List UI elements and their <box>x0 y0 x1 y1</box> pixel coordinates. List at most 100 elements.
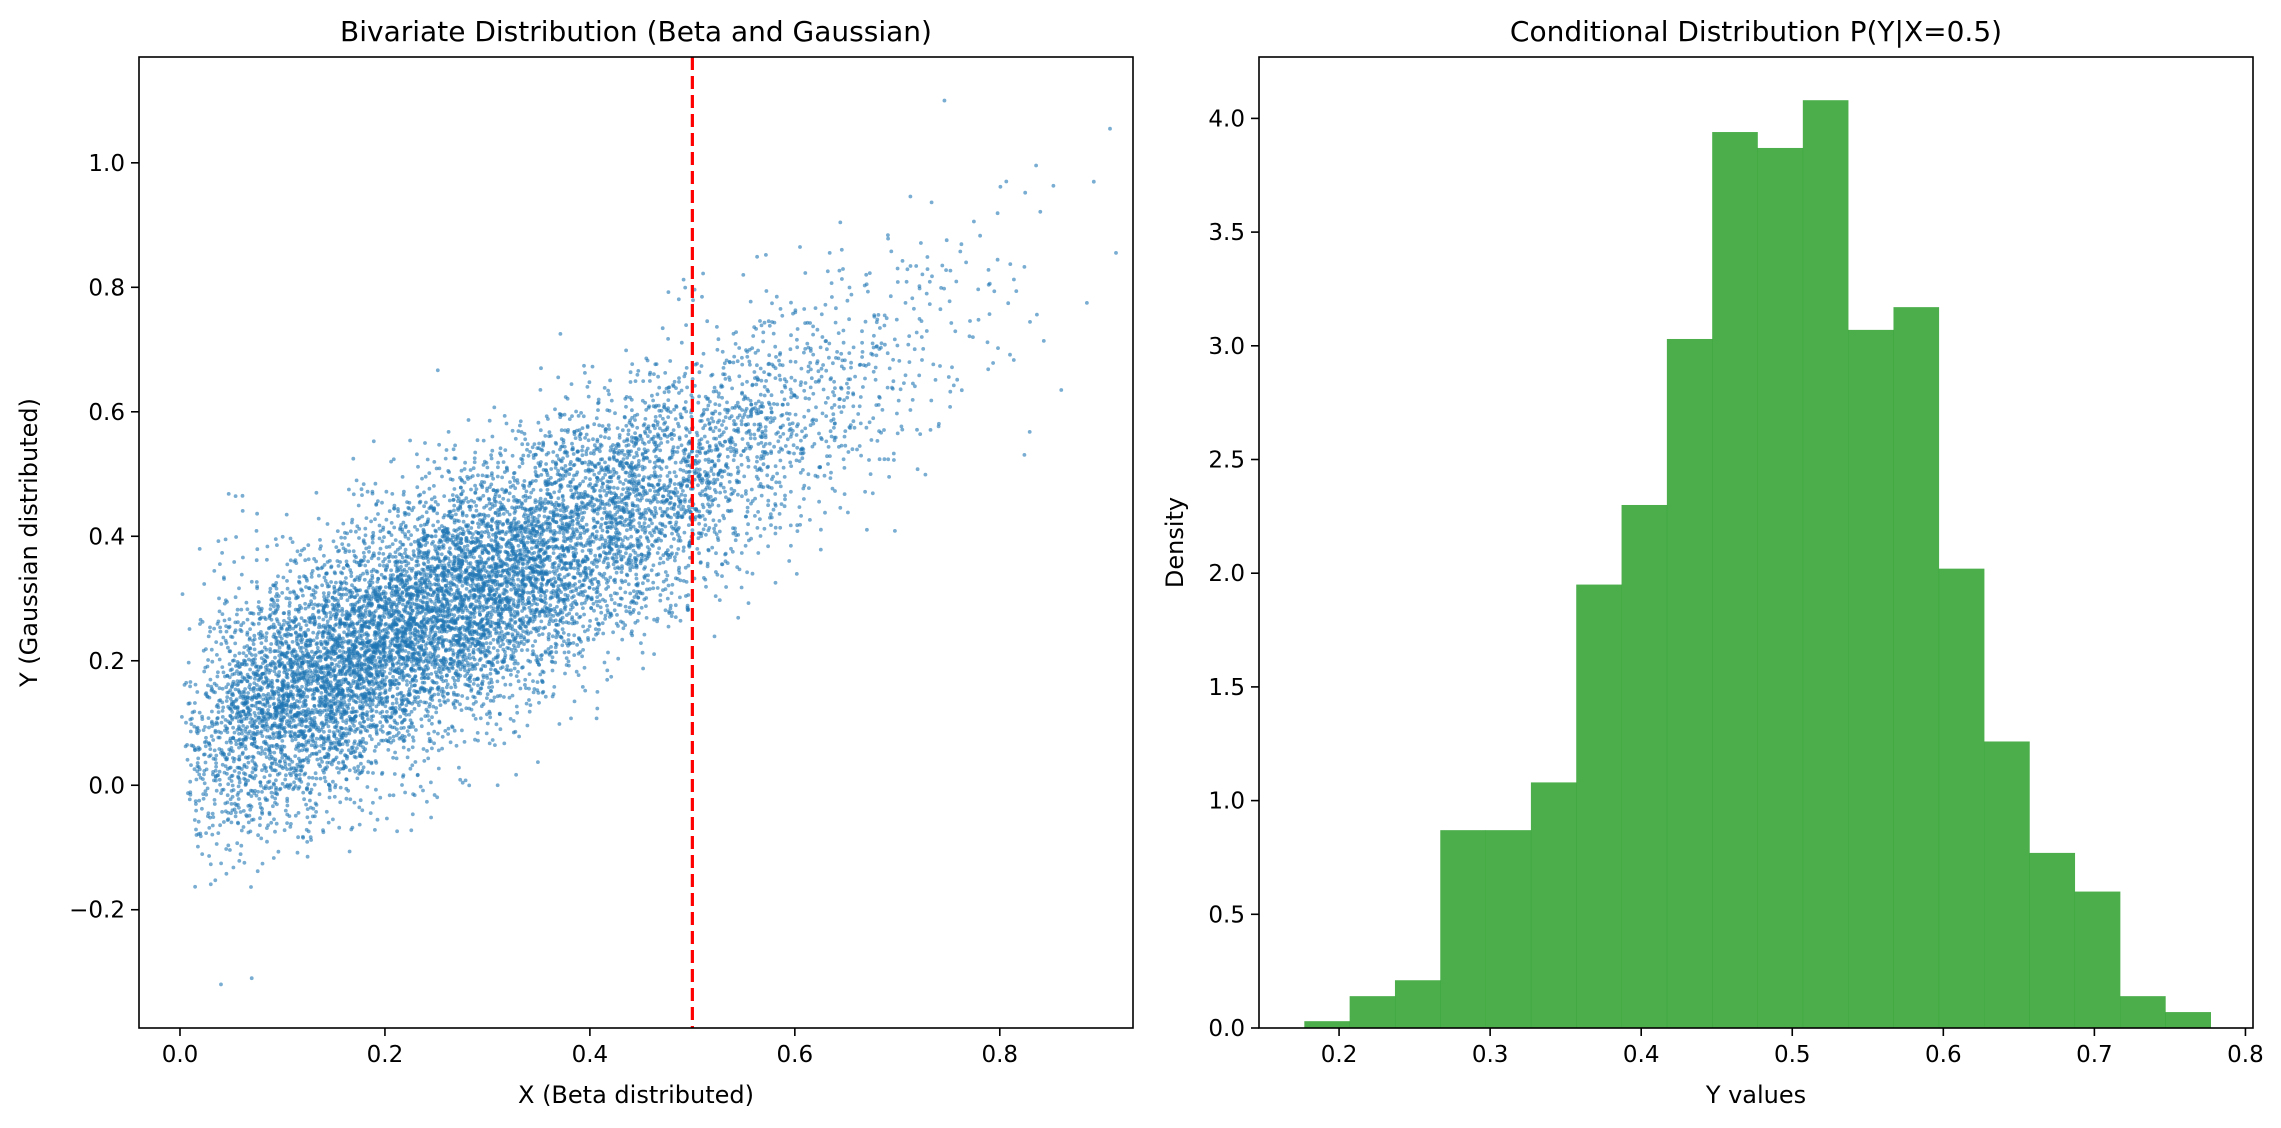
scatter-point <box>460 527 465 532</box>
scatter-point <box>537 513 541 518</box>
scatter-point <box>376 556 381 561</box>
scatter-point <box>895 280 900 284</box>
scatter-point <box>549 645 553 649</box>
scatter-point <box>228 649 233 654</box>
scatter-point <box>518 423 522 428</box>
scatter-point <box>676 504 681 509</box>
scatter-point <box>753 376 757 380</box>
scatter-point <box>375 817 380 822</box>
scatter-point <box>451 498 456 502</box>
scatter-point <box>702 434 707 439</box>
scatter-point <box>759 323 764 328</box>
scatter-point <box>727 439 732 444</box>
scatter-point <box>406 512 411 517</box>
scatter-point <box>863 376 867 381</box>
scatter-point <box>354 478 359 483</box>
scatter-point <box>671 428 676 432</box>
scatter-point <box>635 497 640 502</box>
scatter-point <box>858 395 863 399</box>
scatter-point <box>369 519 373 524</box>
scatter-point <box>799 438 803 443</box>
scatter-point <box>367 549 371 554</box>
scatter-point <box>924 329 929 333</box>
scatter-point <box>755 455 759 459</box>
scatter-point <box>209 734 214 739</box>
scatter-point <box>598 434 603 439</box>
scatter-point <box>429 672 434 676</box>
scatter-point <box>459 492 463 497</box>
scatter-point <box>302 797 306 802</box>
scatter-point <box>419 523 423 528</box>
scatter-point <box>501 675 506 680</box>
scatter-point <box>681 549 686 553</box>
scatter-point <box>468 614 473 619</box>
scatter-point <box>751 334 756 338</box>
scatter-point <box>221 705 226 710</box>
scatter-point <box>924 291 929 296</box>
scatter-point <box>283 761 288 766</box>
scatter-point <box>290 540 295 544</box>
scatter-point <box>587 624 592 629</box>
scatter-point <box>425 519 430 524</box>
scatter-point <box>766 319 771 324</box>
scatter-point <box>237 771 242 775</box>
scatter-point <box>340 748 344 753</box>
scatter-point <box>326 820 331 825</box>
scatter-point <box>583 688 588 693</box>
scatter-point <box>614 555 619 560</box>
scatter-point <box>1114 251 1118 255</box>
scatter-point <box>210 709 214 714</box>
scatter-point <box>452 503 457 508</box>
scatter-point <box>1051 183 1056 188</box>
scatter-point <box>838 220 843 225</box>
scatter-point <box>398 714 403 719</box>
scatter-point <box>627 605 632 610</box>
scatter-point <box>300 588 304 593</box>
scatter-point <box>430 686 435 691</box>
scatter-point <box>297 722 301 727</box>
scatter-point <box>715 347 720 352</box>
scatter-point <box>288 569 293 574</box>
scatter-point <box>713 409 718 414</box>
scatter-point <box>627 555 632 560</box>
scatter-point <box>285 796 290 801</box>
scatter-point <box>539 619 544 624</box>
scatter-point <box>711 429 716 434</box>
scatter-point <box>740 408 744 412</box>
scatter-point <box>369 709 374 713</box>
scatter-point <box>811 391 816 396</box>
scatter-point <box>448 657 453 661</box>
scatter-point <box>322 594 326 599</box>
scatter-point <box>268 773 272 778</box>
scatter-point <box>283 808 288 813</box>
scatter-point <box>357 527 362 531</box>
scatter-point <box>248 720 253 725</box>
scatter-point <box>313 771 318 776</box>
scatter-point <box>379 572 384 577</box>
scatter-point <box>807 396 811 401</box>
scatter-point <box>317 622 322 627</box>
scatter-point <box>552 685 557 689</box>
scatter-point <box>453 698 458 703</box>
scatter-point <box>550 668 555 673</box>
scatter-point <box>527 698 531 702</box>
scatter-point <box>511 475 516 480</box>
scatter-point <box>665 596 670 601</box>
scatter-point <box>459 485 463 490</box>
scatter-point <box>585 575 590 580</box>
scatter-point <box>239 607 244 612</box>
scatter-point <box>674 551 679 556</box>
scatter-point <box>436 640 441 645</box>
scatter-point <box>710 372 715 377</box>
scatter-point <box>344 726 348 731</box>
scatter-point <box>648 488 652 493</box>
scatter-point <box>603 541 608 546</box>
scatter-point <box>317 792 322 797</box>
scatter-point <box>421 747 426 751</box>
scatter-point <box>864 425 869 430</box>
scatter-point <box>657 465 662 469</box>
scatter-point <box>408 718 413 723</box>
scatter-point <box>193 884 198 889</box>
scatter-point <box>457 765 461 770</box>
scatter-point <box>873 377 878 382</box>
